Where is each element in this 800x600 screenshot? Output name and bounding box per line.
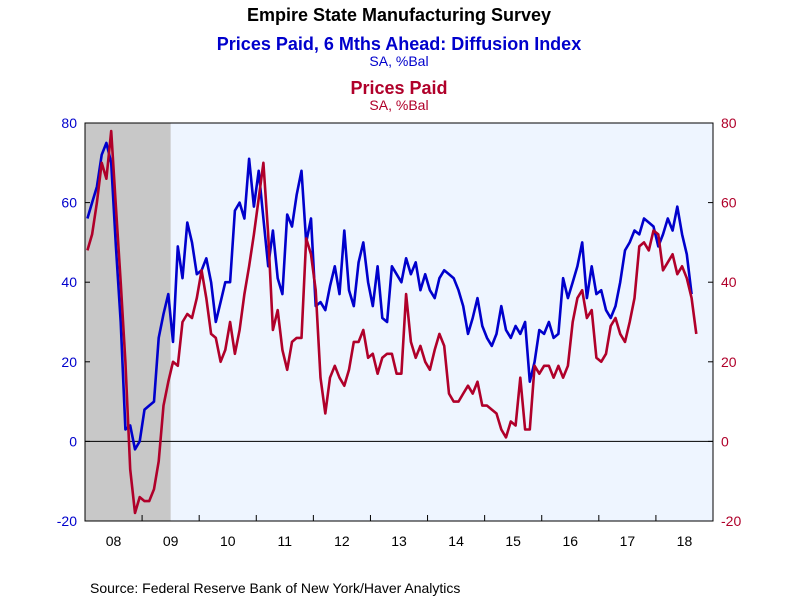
x-tick-label: 12 xyxy=(334,533,350,549)
series2-unit: SA, %Bal xyxy=(369,97,428,113)
y-tick-label-left: 20 xyxy=(61,354,77,370)
y-tick-label-left: 40 xyxy=(61,274,77,290)
y-tick-label-left: 60 xyxy=(61,195,77,211)
plot-frame xyxy=(84,122,714,522)
series2-title: Prices Paid xyxy=(350,78,447,98)
x-tick-label: 16 xyxy=(562,533,578,549)
y-tick-label-right: 80 xyxy=(721,115,737,131)
y-tick-label-right: -20 xyxy=(721,513,741,529)
y-tick-label-right: 20 xyxy=(721,354,737,370)
x-tick-label: 18 xyxy=(677,533,693,549)
y-tick-label-right: 40 xyxy=(721,274,737,290)
axes-layer: -20 -20 0 0 20 20 40 40 60 60 80 80 08 09 10 11 12 13 14 15… xyxy=(57,115,742,549)
y-tick-label-right: 0 xyxy=(721,433,729,449)
series-line-prices-paid xyxy=(86,129,698,515)
series1-title: Prices Paid, 6 Mths Ahead: Diffusion Ind… xyxy=(217,34,581,54)
x-tick-label: 14 xyxy=(448,533,464,549)
y-tick-label-left: -20 xyxy=(57,513,77,529)
x-tick-label: 15 xyxy=(505,533,521,549)
series1-unit: SA, %Bal xyxy=(369,53,428,69)
y-tick-label-left: 0 xyxy=(69,433,77,449)
series-line-prices-paid-6m-ahead xyxy=(86,141,693,451)
plot-area xyxy=(85,123,713,521)
x-tick-label: 08 xyxy=(106,533,122,549)
chart-title: Empire State Manufacturing Survey xyxy=(247,5,551,25)
x-tick-label: 11 xyxy=(278,533,293,549)
lines-layer xyxy=(86,129,698,515)
y-tick-label-left: 80 xyxy=(61,115,77,131)
y-tick-label-right: 60 xyxy=(721,195,737,211)
x-tick-label: 17 xyxy=(620,533,636,549)
x-tick-label: 10 xyxy=(220,533,236,549)
source-note: Source: Federal Reserve Bank of New York… xyxy=(90,580,460,596)
x-tick-label: 13 xyxy=(391,533,407,549)
x-tick-label: 09 xyxy=(163,533,179,549)
